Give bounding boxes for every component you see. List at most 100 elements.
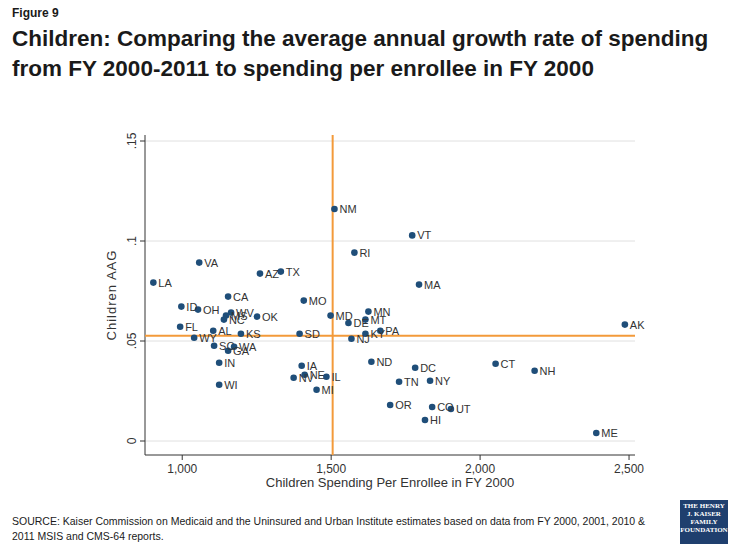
scatter-point bbox=[387, 402, 394, 409]
reference-line bbox=[332, 135, 334, 455]
x-tick bbox=[480, 455, 481, 460]
y-tick bbox=[140, 441, 145, 442]
point-label: CO bbox=[437, 401, 454, 413]
y-tick bbox=[140, 241, 145, 242]
plot-area bbox=[145, 135, 635, 455]
scatter-point bbox=[313, 387, 320, 394]
x-tick-label: 1,000 bbox=[167, 462, 197, 476]
y-tick-label: 0 bbox=[125, 437, 139, 444]
x-tick bbox=[629, 455, 630, 460]
scatter-point bbox=[429, 404, 436, 411]
point-label: IN bbox=[224, 357, 235, 369]
scatter-point bbox=[348, 336, 355, 343]
scatter-point bbox=[416, 281, 423, 288]
scatter-point bbox=[298, 363, 305, 370]
y-tick bbox=[140, 141, 145, 142]
point-label: TX bbox=[286, 266, 301, 278]
point-label: SD bbox=[305, 328, 320, 340]
scatter-point bbox=[331, 206, 338, 213]
point-label: DC bbox=[420, 362, 436, 374]
point-label: DE bbox=[353, 317, 368, 329]
scatter-point bbox=[296, 331, 303, 338]
point-label: ND bbox=[376, 356, 392, 368]
x-axis-label: Children Spending Per Enrollee in FY 200… bbox=[266, 475, 514, 490]
grid-line bbox=[145, 441, 635, 442]
point-label: AL bbox=[218, 325, 231, 337]
scatter-point bbox=[254, 313, 261, 320]
chart: 0 .05 .1 .15 1,000 1,500 2,000 2,500 Children Sp… bbox=[0, 0, 735, 551]
scatter-point bbox=[427, 378, 434, 385]
y-tick-label: .1 bbox=[125, 236, 139, 246]
point-label: NM bbox=[339, 203, 356, 215]
point-label: UT bbox=[456, 403, 471, 415]
scatter-point bbox=[368, 359, 375, 366]
scatter-point bbox=[191, 335, 198, 342]
scatter-point bbox=[225, 293, 232, 300]
scatter-point bbox=[409, 232, 416, 239]
point-label: WI bbox=[224, 379, 237, 391]
point-label: ME bbox=[601, 427, 618, 439]
scatter-point bbox=[593, 430, 600, 437]
scatter-point bbox=[216, 382, 223, 389]
figure-label: Figure 9 bbox=[12, 6, 59, 20]
scatter-point bbox=[351, 249, 358, 256]
x-tick bbox=[182, 455, 183, 460]
point-label: OR bbox=[395, 399, 412, 411]
point-label: MT bbox=[370, 314, 386, 326]
point-label: ID bbox=[186, 301, 197, 313]
point-label: HI bbox=[430, 414, 441, 426]
point-label: TN bbox=[404, 376, 419, 388]
point-label: AK bbox=[630, 319, 645, 331]
logo: THE HENRY J. KAISER FAMILY FOUNDATION bbox=[680, 500, 728, 544]
point-label: VT bbox=[417, 229, 431, 241]
scatter-point bbox=[238, 331, 245, 338]
point-label: GA bbox=[233, 345, 250, 357]
y-tick-label: .15 bbox=[125, 132, 139, 149]
point-label: NJ bbox=[356, 333, 369, 345]
point-label: MO bbox=[309, 295, 327, 307]
point-label: LA bbox=[158, 277, 172, 289]
scatter-point bbox=[196, 259, 203, 266]
y-tick-label: .05 bbox=[125, 332, 139, 349]
point-label: MI bbox=[322, 384, 334, 396]
point-label: KY bbox=[370, 328, 385, 340]
point-label: PA bbox=[385, 325, 400, 337]
scatter-point bbox=[300, 297, 307, 304]
x-tick-label: 2,500 bbox=[614, 462, 644, 476]
point-label: NY bbox=[435, 375, 451, 387]
point-label: MD bbox=[336, 310, 353, 322]
scatter-point bbox=[221, 316, 228, 323]
point-label: CA bbox=[233, 291, 249, 303]
grid-line bbox=[145, 141, 635, 142]
y-tick bbox=[140, 341, 145, 342]
point-label: NC bbox=[229, 314, 245, 326]
point-label: FL bbox=[185, 321, 198, 333]
scatter-point bbox=[396, 379, 403, 386]
point-label: KS bbox=[246, 328, 261, 340]
point-label: IL bbox=[331, 371, 340, 383]
scatter-point bbox=[177, 324, 184, 331]
point-label: CT bbox=[501, 358, 516, 370]
point-label: RI bbox=[359, 247, 370, 259]
scatter-point bbox=[290, 375, 297, 382]
y-axis bbox=[145, 135, 146, 455]
scatter-point bbox=[327, 312, 334, 319]
x-axis bbox=[145, 455, 635, 456]
y-axis-label: Children AAG bbox=[104, 250, 119, 341]
x-tick-label: 1,500 bbox=[316, 462, 346, 476]
chart-title: Children: Comparing the average annual g… bbox=[12, 24, 727, 84]
point-label: VA bbox=[204, 257, 219, 269]
x-tick-label: 2,000 bbox=[465, 462, 495, 476]
chart-background bbox=[80, 118, 655, 498]
point-label: NV bbox=[299, 372, 315, 384]
x-tick bbox=[331, 455, 332, 460]
point-label: OH bbox=[203, 304, 220, 316]
scatter-point bbox=[622, 321, 629, 328]
scatter-point bbox=[531, 368, 538, 375]
point-label: WY bbox=[199, 332, 217, 344]
scatter-point bbox=[257, 270, 264, 277]
point-label: NH bbox=[540, 365, 556, 377]
scatter-point bbox=[492, 361, 499, 368]
point-label: OK bbox=[262, 311, 279, 323]
scatter-point bbox=[422, 417, 429, 424]
